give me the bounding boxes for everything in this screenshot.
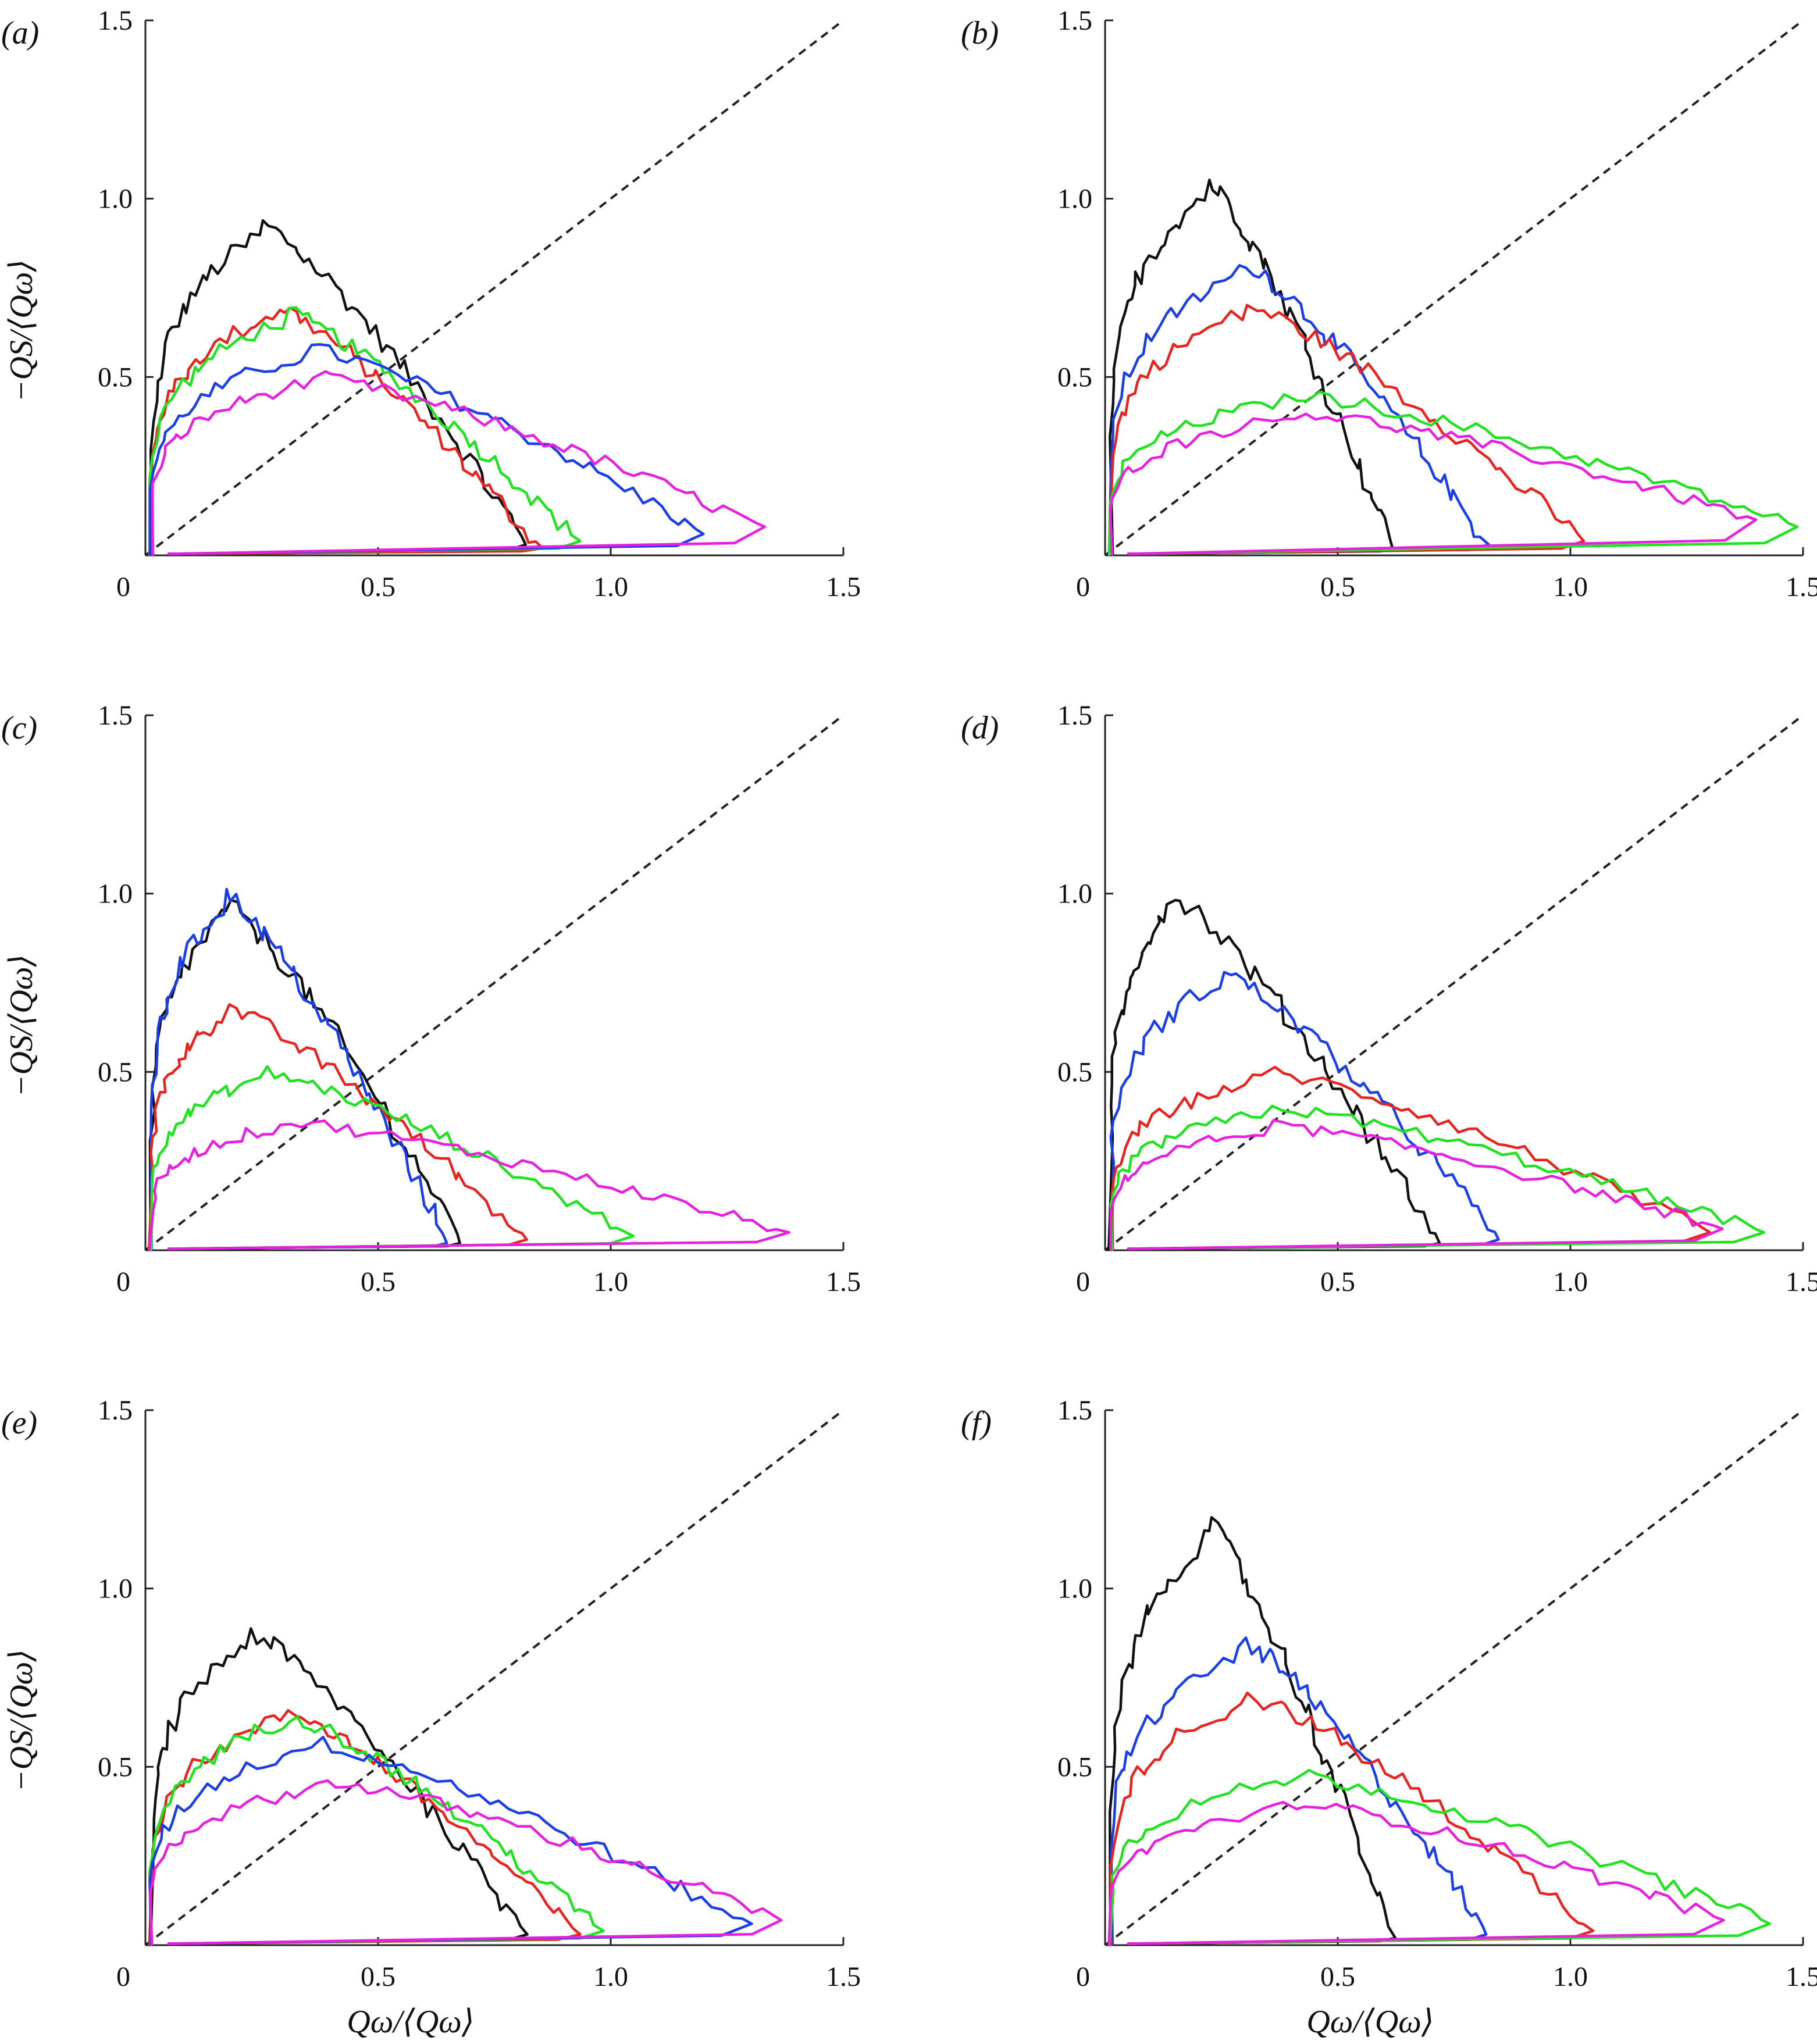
reference-diagonal	[1104, 1409, 1804, 1946]
x-tick-label: 1.5	[826, 572, 861, 602]
panel-label: (a)	[1, 15, 39, 51]
y-axis-title: −QS/⟨Qω⟩	[3, 954, 40, 1097]
y-tick-label: 1.5	[98, 5, 133, 36]
reference-diagonal	[144, 714, 845, 1251]
reference-diagonal	[144, 1409, 845, 1946]
x-tick-label: 0	[116, 1961, 130, 1992]
contour-magenta	[1109, 412, 1758, 557]
contour-green	[1109, 1104, 1766, 1251]
x-tick-label: 0.5	[361, 1267, 396, 1297]
y-tick-label: 1.5	[98, 1395, 133, 1426]
contour-blue	[1107, 264, 1491, 557]
contour-blue	[148, 343, 705, 557]
contour-blue	[1109, 971, 1500, 1251]
panel-label: (e)	[1, 1405, 37, 1441]
x-tick-label: 1.0	[1553, 1961, 1588, 1992]
contour-magenta	[148, 1119, 790, 1251]
x-tick-label: 0	[1076, 1267, 1090, 1297]
x-tick-label: 1.0	[1553, 572, 1588, 602]
contour-blue	[148, 1735, 753, 1946]
panel-label: (b)	[961, 15, 999, 51]
y-tick-label: 0.5	[1057, 362, 1092, 393]
x-tick-label: 1.5	[1786, 572, 1817, 602]
contour-black	[1107, 898, 1441, 1251]
contour-blue	[149, 887, 448, 1251]
contour-red	[150, 306, 544, 557]
y-tick-label: 1.0	[98, 184, 133, 215]
x-tick-label: 0	[116, 572, 130, 602]
y-tick-label: 0.5	[1057, 1057, 1092, 1087]
y-tick-label: 0.5	[98, 362, 133, 393]
y-axis-title: −QS/⟨Qω⟩	[3, 1649, 40, 1792]
y-tick-label: 1.0	[1057, 1574, 1092, 1604]
y-tick-label: 1.0	[1057, 184, 1092, 215]
x-tick-label: 0.5	[1320, 1961, 1355, 1992]
contour-red	[147, 1003, 528, 1251]
x-tick-label: 0	[1076, 572, 1090, 602]
x-tick-label: 1.5	[826, 1267, 861, 1297]
x-tick-label: 1.5	[826, 1961, 861, 1992]
x-tick-label: 1.5	[1786, 1267, 1817, 1297]
panel-c: 0 0.5 1.0 1.5 0.5 1.0 1.5 (c) −QS/⟨Qω⟩	[1, 700, 861, 1297]
y-tick-label: 1.0	[1057, 879, 1092, 909]
y-tick-label: 1.5	[1057, 5, 1092, 36]
x-axis-title: Qω/⟨Qω⟩	[1306, 2004, 1434, 2040]
x-tick-label: 1.0	[593, 572, 628, 602]
panel-e: 0 0.5 1.0 1.5 0.5 1.0 1.5 (e) −QS/⟨Qω⟩ Qω/⟨Qω⟩	[1, 1395, 861, 2040]
y-tick-label: 0.5	[1057, 1752, 1092, 1782]
y-axis-title: −QS/⟨Qω⟩	[3, 259, 40, 402]
panel-label: (d)	[961, 710, 999, 746]
contour-black	[149, 219, 527, 557]
x-tick-label: 1.0	[593, 1267, 628, 1297]
contour-magenta	[151, 370, 767, 557]
x-tick-label: 0.5	[361, 572, 396, 602]
y-tick-label: 0.5	[98, 1057, 133, 1087]
contour-black	[1108, 1516, 1397, 1946]
contour-red	[1107, 304, 1586, 557]
x-tick-label: 1.0	[1553, 1267, 1588, 1297]
x-tick-label: 1.0	[593, 1961, 628, 1992]
y-tick-label: 1.5	[98, 700, 133, 731]
contour-black	[148, 898, 461, 1251]
y-tick-label: 1.5	[1057, 700, 1092, 731]
x-tick-label: 0	[1076, 1961, 1090, 1992]
x-axis-title: Qω/⟨Qω⟩	[347, 2004, 474, 2040]
contour-magenta	[148, 1779, 783, 1946]
contour-red	[148, 1709, 582, 1946]
panel-a: 0 0.5 1.0 1.5 0.5 1.0 1.5 (a) −QS/⟨Qω⟩	[1, 5, 861, 602]
panel-f: 0 0.5 1.0 1.5 0.5 1.0 1.5 (f) Qω/⟨Qω⟩	[961, 1395, 1817, 2040]
x-tick-label: 1.5	[1786, 1961, 1817, 1992]
x-tick-label: 0.5	[1320, 572, 1355, 602]
panel-d: 0 0.5 1.0 1.5 0.5 1.0 1.5 (d)	[961, 700, 1817, 1297]
x-tick-label: 0.5	[1320, 1267, 1355, 1297]
contour-green	[1108, 1768, 1771, 1946]
reference-diagonal	[1104, 19, 1804, 557]
contour-green	[149, 1065, 635, 1251]
y-tick-label: 1.0	[98, 879, 133, 909]
x-tick-label: 0.5	[361, 1961, 396, 1992]
reference-diagonal	[1104, 714, 1804, 1251]
contour-red	[1110, 1065, 1712, 1251]
contour-green	[1107, 390, 1799, 557]
reference-diagonal	[144, 19, 845, 557]
panel-label: (c)	[1, 710, 37, 746]
y-tick-label: 1.5	[1057, 1395, 1092, 1426]
panel-label: (f)	[961, 1405, 992, 1441]
x-tick-label: 0	[116, 1267, 130, 1297]
y-tick-label: 1.0	[98, 1574, 133, 1604]
contour-magenta	[1109, 1119, 1724, 1251]
contour-magenta	[1107, 1800, 1725, 1946]
y-tick-label: 0.5	[98, 1752, 133, 1782]
panel-b: 0 0.5 1.0 1.5 0.5 1.0 1.5 (b)	[961, 5, 1817, 602]
